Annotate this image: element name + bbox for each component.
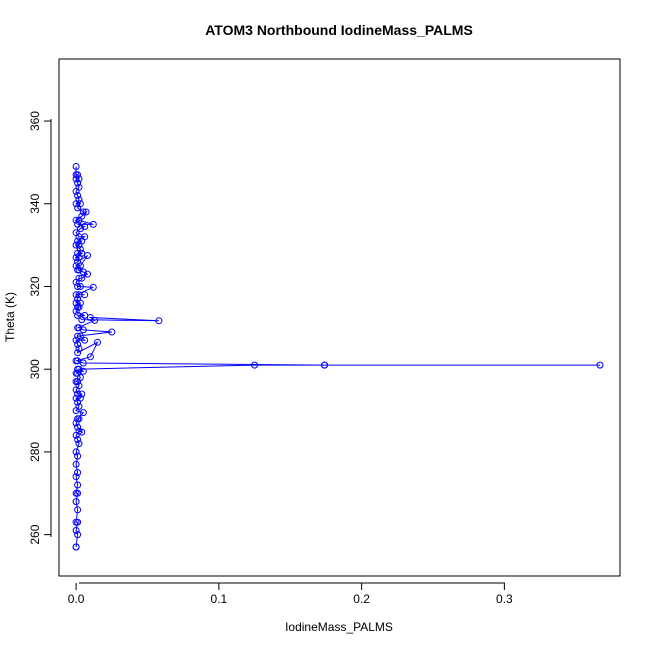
data-point xyxy=(74,283,82,290)
data-point xyxy=(74,390,82,398)
data-point xyxy=(78,249,86,257)
data-point xyxy=(74,506,82,514)
data-point xyxy=(74,258,82,266)
data-point xyxy=(72,378,80,386)
y-tick-label: 340 xyxy=(28,193,42,213)
data-point xyxy=(155,317,163,325)
data-point xyxy=(74,237,82,245)
data-point xyxy=(74,295,82,303)
data-point xyxy=(72,216,80,224)
x-tick-label: 0.3 xyxy=(496,592,513,606)
data-point xyxy=(74,340,82,348)
data-point xyxy=(74,531,82,539)
x-tick-label: 0.0 xyxy=(68,592,85,606)
data-point xyxy=(74,324,82,332)
data-point xyxy=(76,283,84,290)
data-point xyxy=(81,223,89,230)
data-point xyxy=(74,436,82,443)
data-point xyxy=(72,527,80,534)
y-axis-ticks: 260 280 300 320 340 360 xyxy=(28,111,51,545)
data-point xyxy=(74,469,82,477)
data-point xyxy=(75,274,83,282)
y-tick-label: 360 xyxy=(28,111,42,131)
data-point xyxy=(108,328,116,336)
x-axis-ticks: 0.0 0.1 0.2 0.3 xyxy=(68,583,513,606)
data-point xyxy=(72,229,80,237)
data-point xyxy=(81,336,89,344)
data-point xyxy=(72,460,80,468)
data-point xyxy=(72,163,80,170)
x-axis-label: IodineMass_PALMS xyxy=(285,620,393,634)
data-point xyxy=(74,220,82,228)
data-point xyxy=(82,208,90,216)
y-tick-label: 300 xyxy=(28,359,42,379)
data-point xyxy=(72,518,80,526)
data-point xyxy=(72,357,80,365)
data-point xyxy=(79,359,87,367)
data-point xyxy=(72,543,80,551)
x-tick-label: 0.1 xyxy=(211,592,228,606)
data-point xyxy=(74,332,82,340)
data-point xyxy=(72,473,80,481)
data-point xyxy=(74,349,82,357)
data-point xyxy=(75,440,83,448)
data-point xyxy=(94,338,101,346)
data-point xyxy=(72,489,80,497)
data-point xyxy=(78,274,86,282)
data-point xyxy=(74,452,82,460)
data-point xyxy=(251,361,259,369)
data-point xyxy=(72,254,80,261)
data-point xyxy=(74,365,82,373)
data-point xyxy=(74,192,82,199)
data-point xyxy=(75,196,83,204)
data-point xyxy=(79,208,87,216)
data-point xyxy=(74,179,82,187)
data-point xyxy=(72,241,80,249)
data-point xyxy=(321,361,328,369)
data-point xyxy=(76,332,84,340)
data-point xyxy=(72,448,80,456)
chart-title: ATOM3 Northbound IodineMass_PALMS xyxy=(205,22,473,38)
data-point xyxy=(75,402,83,410)
data-point xyxy=(81,291,89,299)
data-point xyxy=(78,428,86,436)
data-point xyxy=(72,175,80,183)
y-tick-label: 260 xyxy=(28,524,42,544)
data-point xyxy=(89,283,97,291)
data-point xyxy=(86,353,94,361)
data-point xyxy=(596,361,604,369)
data-point xyxy=(74,415,82,423)
series-layer xyxy=(72,163,604,551)
data-point xyxy=(79,409,87,417)
data-point xyxy=(72,171,80,179)
data-point xyxy=(76,245,84,253)
y-tick-label: 320 xyxy=(28,276,42,296)
data-point xyxy=(81,233,89,241)
data-point xyxy=(84,270,91,278)
data-point xyxy=(75,345,83,352)
data-point xyxy=(74,311,82,319)
x-tick-label: 0.2 xyxy=(353,592,370,606)
y-tick-label: 280 xyxy=(28,442,42,462)
data-point xyxy=(78,390,86,398)
data-point xyxy=(75,427,83,435)
data-point xyxy=(86,314,94,321)
plot-frame xyxy=(58,58,621,577)
data-point xyxy=(78,212,86,220)
data-point xyxy=(74,481,82,489)
data-point xyxy=(76,200,84,208)
data-point xyxy=(81,311,89,319)
data-point xyxy=(72,262,80,270)
data-point xyxy=(74,423,82,431)
data-point xyxy=(72,394,80,402)
data-point xyxy=(89,220,97,228)
data-point xyxy=(72,291,80,299)
data-point xyxy=(72,498,80,506)
y-axis-label: Theta (K) xyxy=(3,292,17,342)
data-point xyxy=(72,336,80,344)
data-point xyxy=(75,183,83,191)
data-point xyxy=(72,299,80,307)
data-point xyxy=(84,252,91,259)
